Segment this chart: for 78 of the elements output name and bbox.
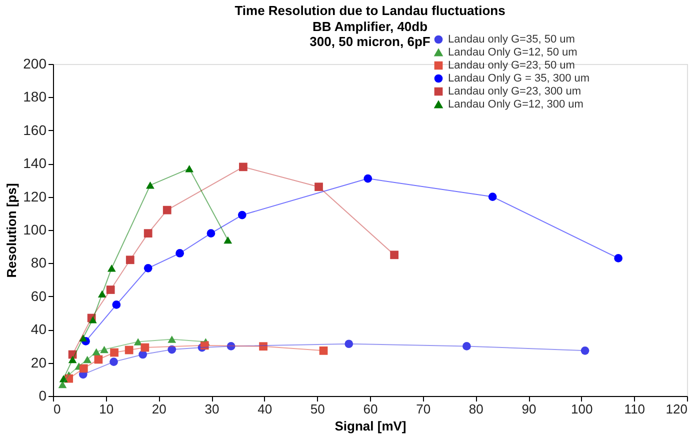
x-tick-label: 100 (570, 402, 593, 416)
point (488, 192, 497, 201)
legend-label: Landau Only G = 35, 300 um (448, 72, 590, 84)
x-tick-label: 0 (54, 402, 61, 416)
y-tick-label: 60 (30, 288, 47, 304)
point (614, 254, 622, 262)
point (110, 348, 118, 357)
point (112, 300, 121, 309)
point (168, 336, 176, 343)
point (88, 316, 97, 324)
point (259, 342, 268, 351)
point (134, 338, 142, 346)
point (100, 346, 108, 354)
x-tick-label: 60 (363, 402, 378, 416)
point (238, 210, 246, 220)
point (224, 236, 232, 244)
point (110, 358, 118, 366)
point (314, 182, 323, 192)
legend-label: Landau only G=23, 300 um (448, 86, 582, 98)
y-tick-label: 100 (23, 222, 47, 238)
x-axis-title: Signal [mV] (334, 418, 406, 434)
point (185, 164, 194, 172)
legend-label: Landau Only G=12, 300 um (448, 98, 584, 110)
x-tick-label: 90 (522, 402, 536, 416)
point (68, 356, 77, 364)
y-tick-label: 180 (23, 88, 47, 105)
point (364, 174, 372, 183)
point (144, 264, 152, 272)
chart-subtitle: BB Amplifier, 40db 300, 50 micron, 6pF (310, 19, 430, 49)
x-tick-label: 110 (624, 402, 646, 416)
point (92, 348, 101, 356)
point (390, 250, 398, 260)
y-axis-title: Resolution [ps] (4, 183, 20, 278)
point (94, 355, 103, 364)
point (79, 364, 88, 373)
legend-label: Landau only G=35, 50 um (448, 34, 575, 46)
legend-label: Landau Only G=12, 50 um (448, 46, 578, 58)
y-tick-label: 20 (30, 354, 47, 370)
point (319, 346, 328, 355)
point (106, 286, 115, 294)
y-tick-label: 120 (23, 188, 47, 204)
x-tick-label: 50 (310, 402, 325, 416)
y-tick-label: 40 (30, 321, 47, 338)
point (226, 342, 236, 350)
point (162, 206, 172, 214)
y-tick-label: 160 (23, 122, 47, 138)
y-tick-label: 80 (30, 254, 47, 271)
legend-label: Landau only G=23, 50 um (448, 60, 575, 72)
x-tick-label: 70 (416, 402, 431, 416)
point (200, 341, 209, 350)
point (83, 356, 92, 364)
point (144, 229, 152, 238)
point (107, 264, 116, 272)
point (462, 342, 471, 350)
y-tick-label: 140 (23, 155, 47, 172)
x-tick-label: 30 (204, 402, 220, 416)
point (140, 343, 150, 352)
point (98, 290, 106, 298)
point (124, 346, 134, 354)
point (176, 249, 184, 258)
point (78, 334, 88, 342)
point (168, 345, 176, 354)
point (206, 229, 216, 238)
point (239, 162, 248, 172)
point (344, 340, 354, 348)
y-tick-label: 0 (38, 388, 47, 404)
x-tick-label: 120 (666, 402, 688, 416)
point (59, 374, 68, 382)
point (126, 256, 134, 264)
x-tick-label: 20 (152, 402, 166, 416)
point (580, 346, 590, 355)
point (138, 350, 147, 359)
chart-title: Time Resolution due to Landau fluctuations (234, 3, 506, 18)
point (146, 182, 154, 189)
x-tick-label: 80 (468, 402, 484, 416)
x-tick-label: 10 (99, 402, 114, 416)
y-tick-label: 200 (23, 56, 47, 72)
x-tick-label: 40 (258, 402, 272, 416)
